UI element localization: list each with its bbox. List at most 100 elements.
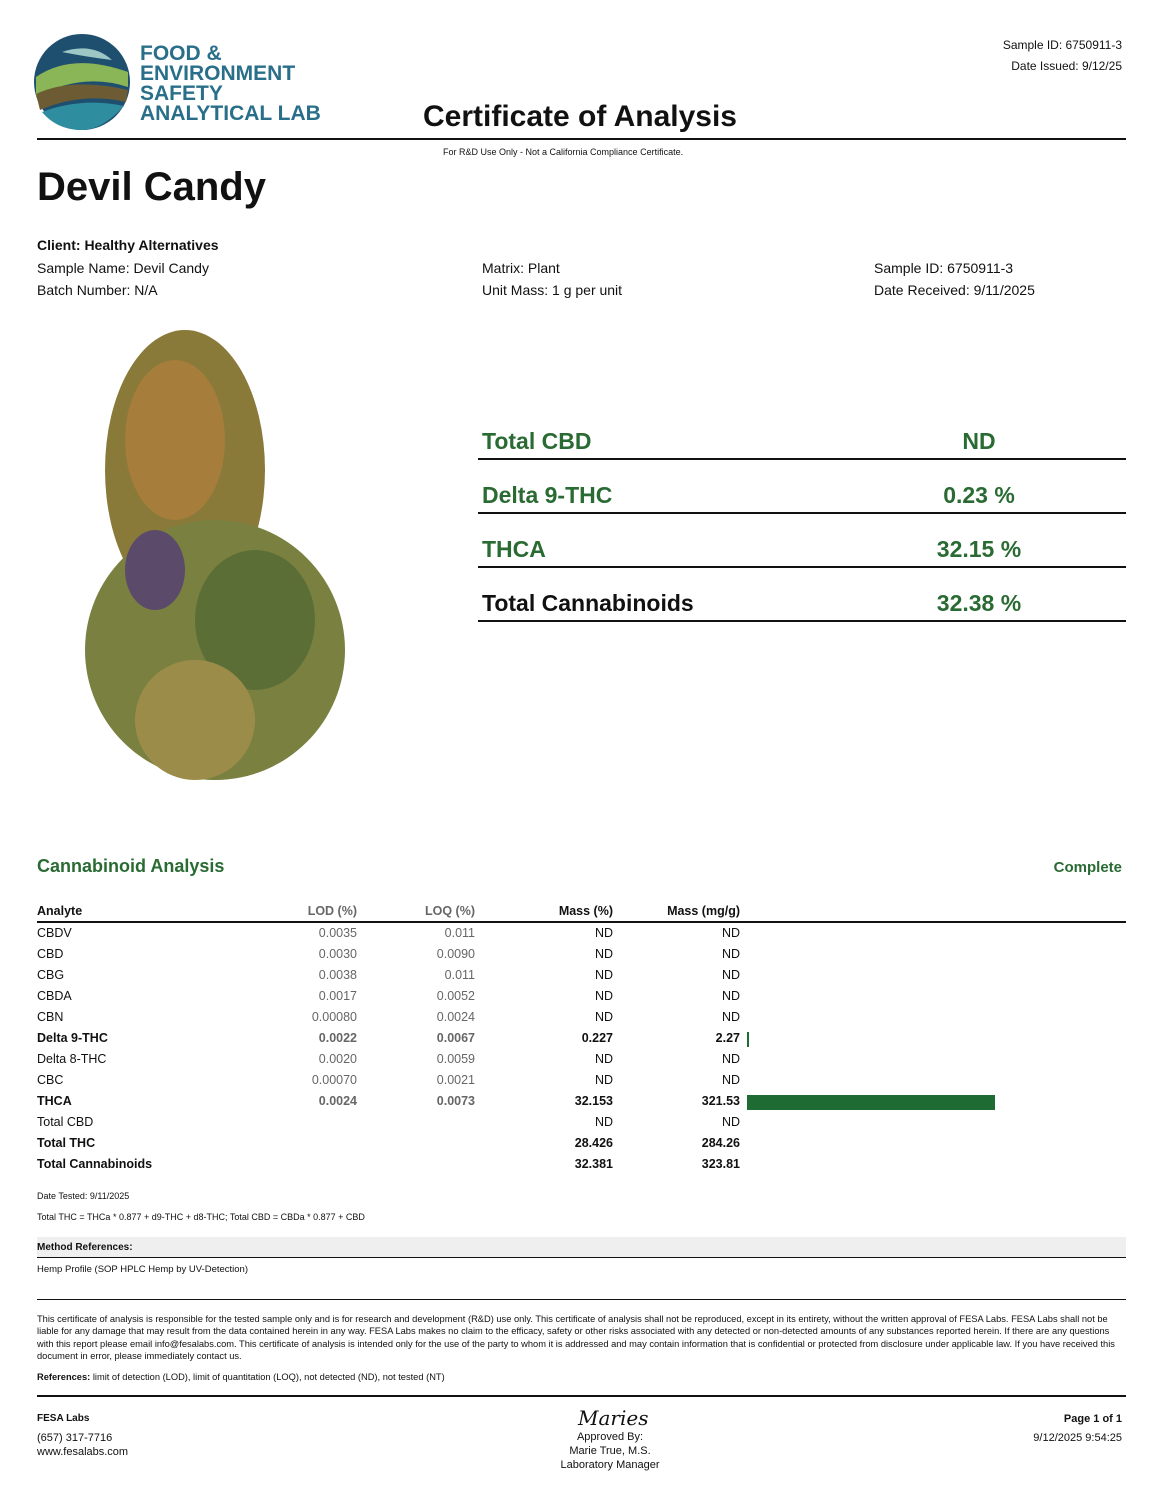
approved-line: Approved By:: [576, 1431, 644, 1443]
client: Client: Healthy Alternatives: [37, 237, 219, 253]
summary-label: THCA: [482, 536, 546, 562]
info-field: Unit Mass: 1 g per unit: [482, 282, 623, 298]
logo-text: SAFETY: [140, 82, 223, 105]
logo-text: ANALYTICAL LAB: [140, 102, 321, 125]
table-cell: 0.0073: [436, 1094, 475, 1108]
analyte: CBC: [37, 1073, 64, 1087]
table-cell: ND: [594, 1052, 613, 1066]
table-cell: ND: [721, 968, 740, 982]
analyte: CBDV: [37, 926, 72, 940]
table-rule: [37, 921, 1126, 923]
table-cell: LOD (%): [307, 904, 357, 918]
date-issued: Date Issued: 9/12/25: [1011, 59, 1122, 73]
summary-label: Total Cannabinoids: [482, 590, 694, 616]
table-cell: 323.81: [701, 1157, 740, 1171]
table-cell: ND: [721, 926, 740, 940]
analyte: Delta 9-THC: [37, 1031, 108, 1045]
analyte: CBDA: [37, 989, 72, 1003]
timestamp: 9/12/2025 9:54:25: [1033, 1432, 1122, 1444]
table-cell: ND: [594, 1010, 613, 1024]
mass-bar: [747, 1095, 996, 1110]
table-cell: 32.153: [574, 1094, 613, 1108]
approved-line: Marie True, M.S.: [569, 1445, 651, 1457]
table-cell: LOQ (%): [425, 904, 475, 918]
info-field: Matrix: Plant: [482, 260, 560, 276]
table-cell: 0.0059: [436, 1052, 475, 1066]
method-text: Hemp Profile (SOP HPLC Hemp by UV-Detect…: [37, 1264, 249, 1275]
table-cell: 0.0038: [318, 968, 357, 982]
summary-label: Delta 9-THC: [482, 482, 613, 508]
table-cell: 0.0024: [436, 1010, 475, 1024]
table-cell: 321.53: [701, 1094, 740, 1108]
table-cell: Mass (%): [558, 904, 613, 918]
product-name: Devil Candy: [37, 165, 266, 209]
table-cell: 0.0022: [318, 1031, 357, 1045]
info-field: Date Received: 9/11/2025: [874, 282, 1035, 298]
logo: [34, 34, 130, 130]
mass-bar: [747, 1032, 749, 1047]
signature: Maries: [578, 1406, 649, 1430]
method-bar: [37, 1237, 1126, 1258]
approved-line: Laboratory Manager: [560, 1459, 660, 1471]
summary-rule: [478, 458, 1126, 460]
table-cell: ND: [594, 926, 613, 940]
analyte: Analyte: [37, 904, 83, 918]
table-cell: 0.011: [444, 968, 475, 982]
logo-text: ENVIRONMENT: [140, 62, 296, 85]
date-tested: Date Tested: 9/11/2025: [37, 1191, 130, 1201]
summary-rule: [478, 512, 1126, 514]
summary-rule: [478, 566, 1126, 568]
table-cell: 0.0067: [436, 1031, 475, 1045]
section-title: Cannabinoid Analysis: [37, 856, 225, 876]
table-cell: 0.227: [581, 1031, 613, 1045]
table-cell: ND: [721, 947, 740, 961]
summary-value: 0.23 %: [943, 482, 1015, 508]
analyte: Delta 8-THC: [37, 1052, 107, 1066]
table-cell: 0.011: [444, 926, 475, 940]
summary-value: 32.15 %: [936, 536, 1022, 562]
title: Certificate of Analysis: [423, 100, 737, 133]
table-cell: 0.0021: [436, 1073, 475, 1087]
table-cell: 0.0052: [436, 989, 475, 1003]
sample-id: Sample ID: 6750911-3: [1002, 38, 1122, 52]
status: Complete: [1053, 859, 1122, 876]
table-cell: 0.0020: [318, 1052, 357, 1066]
references-label: References:: [37, 1372, 91, 1382]
table-cell: 32.381: [574, 1157, 613, 1171]
analyte: Total THC: [37, 1136, 96, 1150]
analyte: CBG: [37, 968, 65, 982]
table-cell: ND: [721, 1010, 740, 1024]
table-cell: ND: [594, 1073, 613, 1087]
table-cell: ND: [594, 947, 613, 961]
table-cell: 0.0090: [436, 947, 475, 961]
formula: Total THC = THCa * 0.877 + d9-THC + d8-T…: [37, 1212, 365, 1222]
method-title: Method References:: [37, 1242, 133, 1253]
table-cell: ND: [721, 1115, 740, 1129]
table-cell: 0.00080: [311, 1010, 357, 1024]
table-cell: 284.26: [701, 1136, 740, 1150]
analyte: THCA: [37, 1094, 72, 1108]
analyte: CBN: [37, 1010, 64, 1024]
table-cell: ND: [594, 989, 613, 1003]
summary-value: 32.38 %: [936, 590, 1022, 616]
table-cell: Mass (mg/g): [667, 904, 740, 918]
table-cell: ND: [594, 968, 613, 982]
table-cell: ND: [721, 989, 740, 1003]
product-image: [85, 330, 345, 780]
table-cell: ND: [594, 1115, 613, 1129]
info-field: Batch Number: N/A: [37, 282, 158, 298]
table-cell: ND: [721, 1073, 740, 1087]
info-field: Sample Name: Devil Candy: [37, 260, 209, 276]
lab-name: FESA Labs: [37, 1413, 90, 1424]
summary-label: Total CBD: [482, 428, 592, 454]
table-cell: 0.0035: [318, 926, 357, 940]
table-cell: 28.426: [574, 1136, 613, 1150]
analyte: CBD: [37, 947, 64, 961]
page-number: Page 1 of 1: [1063, 1413, 1122, 1425]
references-text: limit of detection (LOD), limit of quant…: [92, 1372, 445, 1382]
disclaimer: This certificate of analysis is responsi…: [37, 1314, 1115, 1361]
table-cell: ND: [721, 1052, 740, 1066]
subtitle: For R&D Use Only - Not a California Comp…: [443, 147, 684, 157]
table-cell: 0.0030: [318, 947, 357, 961]
website: www.fesalabs.com: [37, 1446, 129, 1458]
